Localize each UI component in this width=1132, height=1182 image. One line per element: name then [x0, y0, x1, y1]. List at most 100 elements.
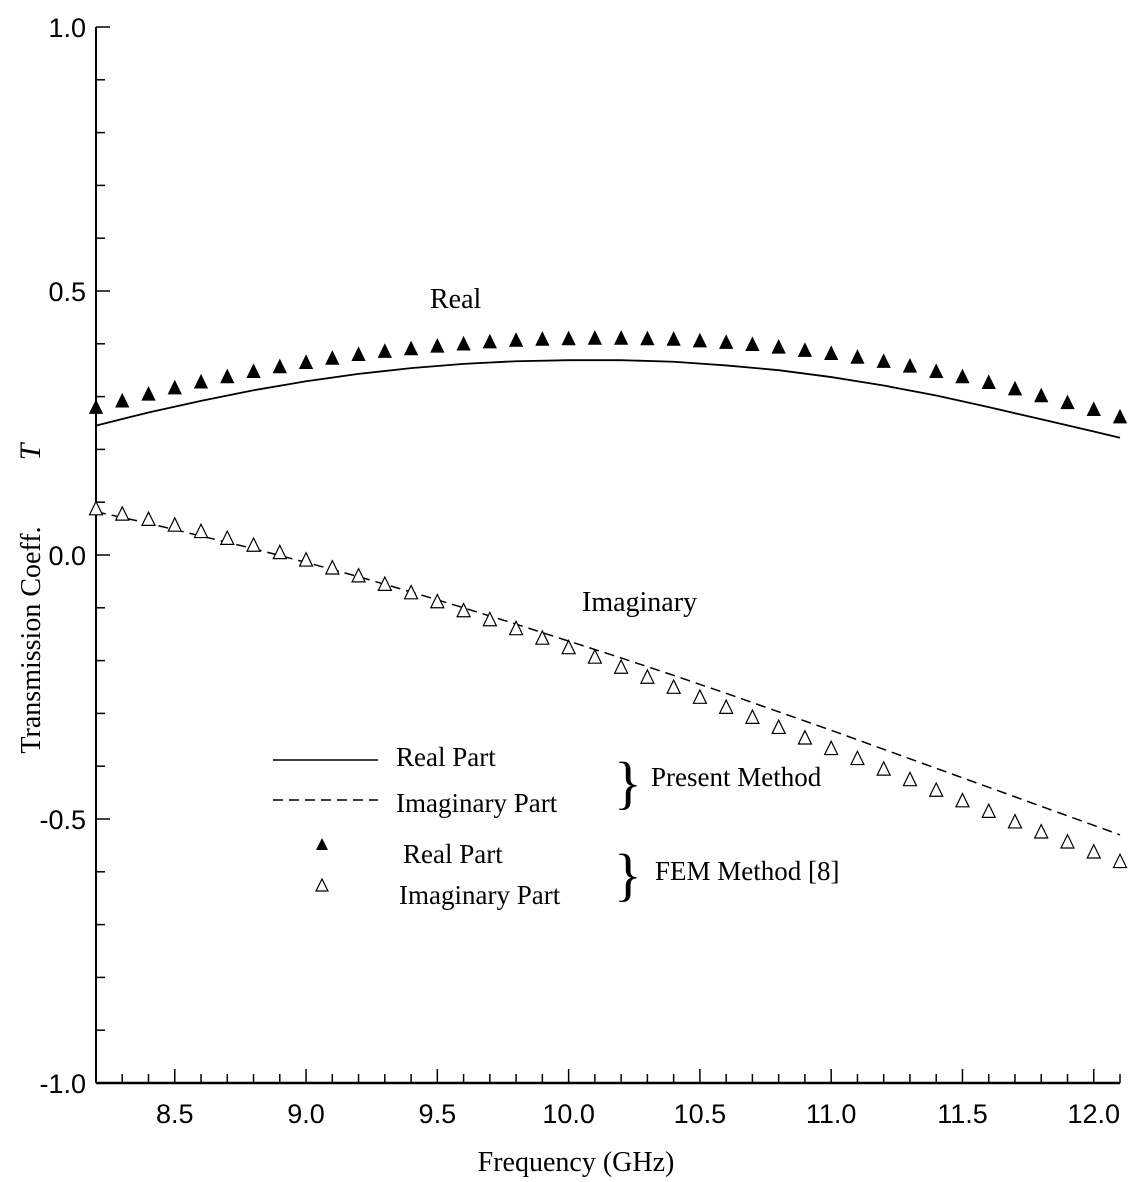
y-tick-label: 0.0	[48, 541, 86, 571]
fem-imaginary-point	[955, 792, 970, 808]
x-tick-label: 8.5	[156, 1099, 194, 1129]
fem-real-point	[351, 346, 366, 362]
x-tick-label: 11.0	[806, 1099, 857, 1129]
fem-imaginary-point	[1033, 823, 1049, 839]
fem-imaginary-point	[928, 781, 944, 797]
fem-imaginary-point	[666, 678, 682, 694]
x-tick-label: 11.5	[937, 1099, 988, 1129]
fem-real-point	[456, 335, 471, 351]
fem-imaginary-point	[613, 658, 629, 674]
fem-imaginary-point	[692, 688, 708, 704]
fem-real-point	[403, 340, 419, 356]
fem-real-point	[902, 358, 918, 373]
fem-real-point	[220, 368, 235, 384]
legend-marker-filled-triangle	[316, 838, 328, 850]
legend: Real Part Imaginary Part } Present Metho…	[273, 742, 840, 910]
series-dashed	[95, 510, 1121, 836]
series-line-dashed	[95, 510, 1121, 836]
series-open-triangle	[88, 500, 1128, 869]
fem-imaginary-point	[88, 500, 104, 516]
fem-real-point	[613, 330, 629, 345]
fem-real-point	[824, 345, 839, 361]
legend-marker-open-triangle	[315, 877, 329, 892]
legend-label-real-fem: Real Part	[403, 839, 503, 869]
fem-real-point	[1007, 380, 1023, 396]
fem-real-point	[876, 353, 891, 368]
fem-real-point	[377, 343, 392, 358]
brace-present-method: }	[614, 750, 642, 815]
fem-real-point	[692, 332, 708, 348]
y-axis-symbol: T	[14, 441, 47, 460]
fem-imaginary-point	[114, 505, 130, 521]
fem-real-point	[640, 330, 655, 346]
fem-real-point	[561, 330, 576, 346]
brace-fem-method: }	[614, 842, 642, 907]
fem-imaginary-point	[298, 551, 314, 567]
fem-real-point	[955, 368, 970, 384]
x-tick-label: 12.0	[1067, 1099, 1120, 1129]
fem-real-point	[167, 379, 182, 395]
fem-real-point	[666, 331, 681, 346]
y-tick-label: 1.0	[48, 13, 86, 43]
fem-imaginary-point	[403, 584, 419, 600]
annotation-real: Real	[430, 284, 482, 315]
fem-real-point	[482, 333, 497, 349]
fem-imaginary-point	[771, 718, 787, 735]
fem-imaginary-point	[1007, 813, 1023, 829]
x-tick-label: 9.0	[287, 1099, 325, 1129]
series-line-solid	[95, 359, 1121, 439]
fem-imaginary-point	[902, 771, 918, 787]
fem-real-point	[246, 363, 261, 378]
fem-imaginary-point	[744, 708, 760, 724]
fem-real-point	[88, 399, 104, 414]
fem-imaginary-point	[1086, 843, 1102, 859]
annotation-imaginary: Imaginary	[582, 587, 697, 618]
y-tick-label: -0.5	[39, 805, 86, 835]
fem-imaginary-point	[1112, 852, 1128, 869]
fem-real-point	[298, 354, 314, 369]
fem-imaginary-point	[193, 522, 209, 539]
fem-real-point	[115, 392, 130, 408]
fem-real-point	[1034, 387, 1049, 403]
fem-imaginary-point	[718, 698, 734, 714]
fem-real-point	[272, 358, 287, 374]
fem-real-point	[1060, 394, 1075, 410]
fem-imaginary-point	[823, 739, 839, 756]
fem-imaginary-point	[534, 629, 550, 645]
fem-real-point	[325, 350, 340, 365]
axes: -1.0 -0.5 0.0 0.5 1.0 8.5 9.0 9.5 10.0 10.5 11.0 11…	[39, 13, 1121, 1129]
y-axis-label: Transmission Coeff.	[16, 526, 47, 753]
fem-imaginary-point	[246, 536, 261, 552]
fem-imaginary-point	[981, 802, 997, 818]
x-axis-label: Frequency (GHz)	[478, 1147, 675, 1178]
fem-real-point	[1112, 408, 1128, 424]
fem-imaginary-point	[351, 567, 367, 583]
fem-imaginary-point	[561, 639, 577, 655]
series-filled-triangle	[88, 330, 1128, 424]
fem-real-point	[141, 386, 156, 401]
legend-group-fem-method: FEM Method [8]	[655, 856, 840, 886]
fem-imaginary-point	[797, 729, 813, 745]
fem-imaginary-point	[377, 575, 393, 591]
fem-real-point	[535, 331, 550, 346]
fem-real-point	[745, 336, 760, 352]
legend-label-imaginary-present: Imaginary Part	[396, 788, 558, 818]
fem-imaginary-point	[508, 620, 524, 636]
series-layer	[88, 330, 1128, 869]
fem-real-point	[771, 339, 786, 354]
fem-imaginary-point	[849, 749, 865, 766]
fem-real-point	[719, 334, 734, 349]
fem-imaginary-point	[141, 510, 156, 526]
y-tick-label: -1.0	[39, 1069, 86, 1099]
fem-imaginary-point	[429, 593, 445, 609]
x-tick-label: 10.5	[674, 1099, 727, 1129]
fem-real-point	[1086, 401, 1101, 416]
fem-imaginary-point	[219, 529, 235, 546]
fem-imaginary-point	[482, 611, 498, 627]
y-tick-label: 0.5	[48, 277, 86, 307]
fem-imaginary-point	[876, 760, 892, 776]
legend-group-present-method: Present Method	[651, 762, 822, 792]
fem-real-point	[508, 332, 524, 347]
fem-imaginary-point	[167, 516, 183, 532]
